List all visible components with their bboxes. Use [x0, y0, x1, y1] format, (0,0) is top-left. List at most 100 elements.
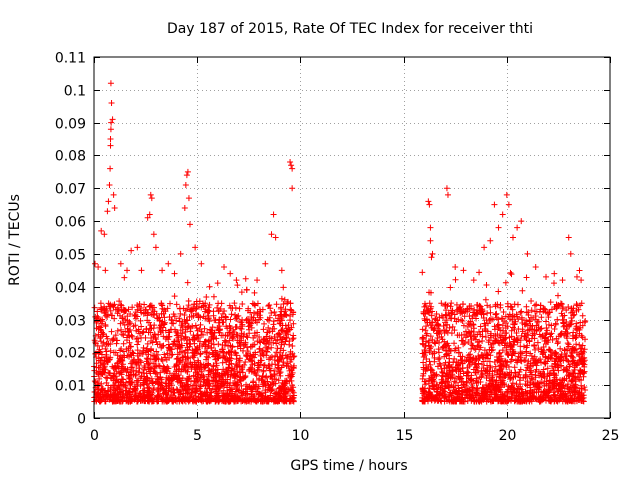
data-point [558, 330, 565, 337]
data-point [544, 327, 551, 334]
data-point [197, 383, 204, 390]
data-point [184, 168, 191, 175]
data-point [573, 301, 580, 308]
data-point [166, 370, 173, 377]
data-point [510, 313, 517, 320]
data-point [555, 292, 562, 299]
data-point [123, 387, 130, 394]
data-point [269, 328, 276, 335]
data-point [102, 398, 109, 405]
data-point [193, 300, 200, 307]
data-point [451, 340, 458, 347]
data-point [508, 271, 515, 278]
data-point [258, 376, 265, 383]
data-point [113, 340, 120, 347]
data-point [159, 305, 166, 312]
data-point [111, 373, 118, 380]
data-point [518, 314, 525, 321]
data-point [546, 386, 553, 393]
data-point [251, 289, 258, 296]
y-tick-label: 0.11 [55, 51, 86, 67]
data-point [467, 318, 474, 325]
data-point [460, 322, 467, 329]
data-point [419, 269, 426, 276]
data-point [429, 336, 436, 343]
data-point [579, 351, 586, 358]
data-point [423, 323, 430, 330]
data-point [459, 309, 466, 316]
data-point [582, 318, 589, 325]
data-point [578, 277, 585, 284]
y-tick-label: 0.06 [55, 215, 86, 231]
data-point [287, 372, 294, 379]
y-tick-label: 0.07 [55, 182, 86, 198]
data-point [551, 325, 558, 332]
data-point [449, 307, 456, 314]
data-point [555, 394, 562, 401]
data-point [176, 341, 183, 348]
data-point [425, 198, 432, 205]
data-point [112, 306, 119, 313]
data-point [98, 227, 105, 234]
data-point [540, 388, 547, 395]
data-point [511, 389, 518, 396]
data-point [483, 398, 490, 405]
data-point [114, 327, 121, 334]
data-point [569, 382, 576, 389]
data-point [242, 374, 249, 381]
data-point [517, 374, 524, 381]
data-point [148, 302, 155, 309]
data-point [106, 356, 113, 363]
data-point [114, 384, 121, 391]
data-point [425, 380, 432, 387]
data-point [129, 364, 136, 371]
data-point [138, 267, 145, 274]
data-point [270, 211, 277, 218]
data-point [236, 355, 243, 362]
data-point [202, 392, 209, 399]
data-point [421, 300, 428, 307]
data-point [484, 388, 491, 395]
data-point [441, 385, 448, 392]
data-point [444, 340, 451, 347]
data-point [560, 323, 567, 330]
data-point [244, 390, 251, 397]
data-point [529, 393, 536, 400]
data-point [144, 397, 151, 404]
data-point [469, 384, 476, 391]
data-point [288, 162, 295, 169]
y-tick-label: 0.04 [55, 281, 86, 297]
data-point [158, 376, 165, 383]
data-point [518, 308, 525, 315]
data-point [190, 382, 197, 389]
data-point [579, 322, 586, 329]
data-point [513, 381, 520, 388]
data-point [127, 398, 134, 405]
data-point [97, 300, 104, 307]
data-point [275, 330, 282, 337]
data-point [558, 300, 565, 307]
x-tick-label: 20 [499, 428, 517, 444]
data-point [94, 390, 101, 397]
data-point [244, 315, 251, 322]
data-point [482, 296, 489, 303]
data-point [475, 360, 482, 367]
data-point [247, 309, 254, 316]
data-point [108, 312, 115, 319]
data-point [573, 384, 580, 391]
data-points [91, 80, 589, 405]
y-tick-label: 0.09 [55, 117, 86, 133]
data-point [540, 366, 547, 373]
data-point [533, 301, 540, 308]
data-point [560, 390, 567, 397]
data-point [429, 250, 436, 257]
data-point [531, 302, 538, 309]
data-point [529, 362, 536, 369]
data-point [517, 383, 524, 390]
data-point [275, 397, 282, 404]
data-point [180, 390, 187, 397]
x-tick-label: 5 [193, 428, 202, 444]
data-point [487, 377, 494, 384]
data-point [489, 372, 496, 379]
data-point [237, 369, 244, 376]
